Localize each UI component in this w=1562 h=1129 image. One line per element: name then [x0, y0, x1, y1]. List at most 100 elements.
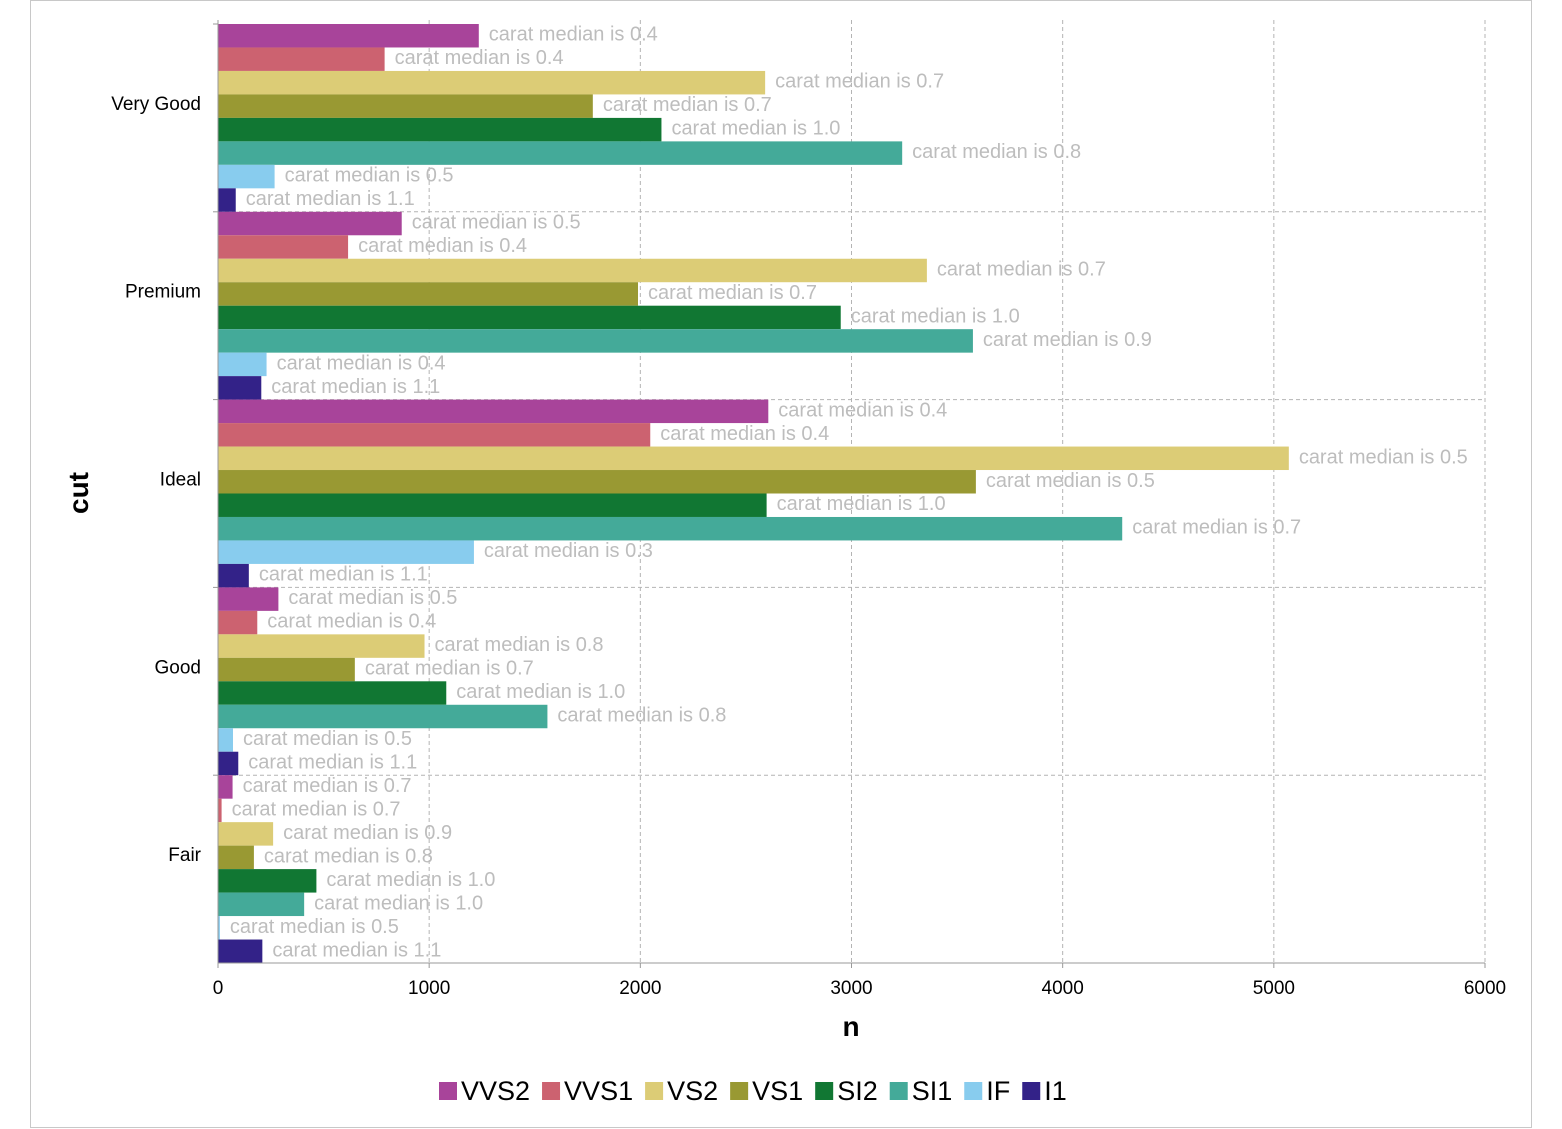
- bar-VVS1-Very-Good: [218, 47, 385, 71]
- bar-VS1-Very-Good: [218, 94, 593, 118]
- bar-VS1-Fair: [218, 845, 254, 870]
- bar-label: carat median is 0.5: [986, 470, 1155, 492]
- bar-VVS2-Good: [218, 587, 279, 611]
- bar-label: carat median is 0.5: [1299, 446, 1468, 468]
- bars: [218, 24, 1289, 963]
- legend-label-I1: I1: [1044, 1076, 1067, 1106]
- bar-VS2-Premium: [218, 258, 927, 283]
- bar-IF-Premium: [218, 352, 267, 377]
- bar-label: carat median is 0.4: [395, 47, 564, 69]
- bar-IF-Very-Good: [218, 164, 275, 189]
- x-axis-title: n: [842, 1011, 859, 1042]
- bar-label: carat median is 1.0: [851, 305, 1020, 327]
- bar-label: carat median is 0.8: [264, 845, 433, 867]
- x-tick-label: 0: [213, 978, 224, 999]
- bar-SI1-Fair: [218, 892, 305, 917]
- bar-label: carat median is 1.0: [456, 681, 625, 703]
- bar-label: carat median is 0.7: [937, 258, 1106, 280]
- bar-label: carat median is 1.1: [272, 939, 441, 961]
- bar-VS2-Good: [218, 634, 425, 658]
- legend-swatch-VVS1: [542, 1082, 561, 1100]
- bar-label: carat median is 0.7: [775, 71, 944, 93]
- bar-label: carat median is 1.0: [671, 118, 840, 140]
- bar-label: carat median is 0.4: [489, 24, 658, 46]
- bar-label: carat median is 0.5: [288, 587, 457, 609]
- legend-label-SI2: SI2: [837, 1076, 878, 1106]
- bar-I1-Premium: [218, 376, 262, 400]
- bar-label: carat median is 0.7: [232, 798, 401, 820]
- bar-VVS1-Ideal: [218, 423, 651, 447]
- bar-label: carat median is 0.5: [230, 916, 399, 938]
- bar-label: carat median is 0.9: [983, 329, 1152, 351]
- bar-VS2-Ideal: [218, 446, 1289, 471]
- legend-swatch-VS2: [645, 1082, 664, 1100]
- bar-label: carat median is 0.4: [267, 611, 436, 633]
- x-tick-label: 2000: [619, 978, 661, 999]
- bar-label: carat median is 0.7: [1132, 517, 1301, 539]
- legend-label-VVS2: VVS2: [461, 1076, 530, 1106]
- legend-label-IF: IF: [986, 1076, 1010, 1106]
- legend: VVS2 VVS1 VS2 VS1 SI2 SI1 IF I1: [439, 1076, 1067, 1106]
- bar-label: carat median is 0.8: [557, 705, 726, 727]
- bar-VVS2-Very-Good: [218, 24, 479, 48]
- bar-I1-Ideal: [218, 563, 249, 588]
- bar-VVS1-Good: [218, 610, 258, 635]
- bar-label: carat median is 0.5: [243, 728, 412, 750]
- legend-swatch-I1: [1022, 1082, 1041, 1100]
- bar-label: carat median is 1.1: [259, 564, 428, 586]
- bar-label: carat median is 1.1: [271, 376, 440, 398]
- bar-label: carat median is 0.4: [358, 235, 527, 257]
- legend-swatch-SI1: [889, 1082, 908, 1100]
- bar-label: carat median is 0.5: [412, 212, 581, 234]
- chart-frame: [30, 0, 1532, 1128]
- legend-swatch-VS1: [730, 1082, 749, 1100]
- legend-swatch-VVS2: [439, 1082, 457, 1100]
- bar-label: carat median is 0.7: [365, 658, 534, 680]
- bar-SI1-Very-Good: [218, 141, 903, 165]
- bar-label: carat median is 0.5: [285, 165, 454, 187]
- legend-swatch-IF: [964, 1082, 983, 1100]
- bar-label: carat median is 0.8: [912, 141, 1081, 163]
- bar-VVS2-Premium: [218, 211, 402, 236]
- y-tick-label: Very Good: [111, 94, 201, 115]
- bar-label: carat median is 0.4: [778, 399, 947, 421]
- bar-VS1-Good: [218, 657, 355, 682]
- bar-I1-Good: [218, 751, 239, 776]
- bar-label: carat median is 0.3: [484, 540, 653, 562]
- y-tick-label: Fair: [168, 845, 201, 866]
- y-tick-label: Ideal: [160, 470, 201, 491]
- bar-label: carat median is 1.1: [246, 188, 415, 210]
- legend-label-SI1: SI1: [912, 1076, 953, 1106]
- bar-label: carat median is 0.7: [603, 94, 772, 116]
- legend-label-VVS1: VVS1: [564, 1076, 633, 1106]
- x-tick-label: 6000: [1464, 978, 1506, 999]
- bar-SI2-Very-Good: [218, 117, 662, 142]
- bar-VS2-Very-Good: [218, 70, 766, 95]
- y-axis-title: cut: [63, 472, 94, 514]
- bar-VVS2-Ideal: [218, 399, 769, 424]
- bar-IF-Fair: [218, 916, 220, 940]
- bar-IF-Ideal: [218, 540, 474, 564]
- bar-VVS2-Fair: [218, 775, 233, 799]
- bar-label: carat median is 1.0: [326, 869, 495, 891]
- x-tick-label: 4000: [1042, 978, 1084, 999]
- bar-label: carat median is 0.4: [660, 423, 829, 445]
- bar-label: carat median is 0.4: [277, 352, 446, 374]
- axes: Very Good Premium Ideal Good Fair 0 1000 2000 30…: [111, 20, 1506, 999]
- bar-VS1-Ideal: [218, 470, 976, 494]
- bar-VVS1-Fair: [218, 798, 222, 823]
- bar-label: carat median is 1.0: [777, 493, 946, 515]
- bar-label: carat median is 1.0: [314, 892, 483, 914]
- y-tick-label: Good: [155, 657, 201, 678]
- bar-SI1-Premium: [218, 329, 973, 353]
- bar-label: carat median is 0.9: [283, 822, 452, 844]
- bar-IF-Good: [218, 728, 233, 752]
- bar-label: carat median is 0.8: [435, 634, 604, 656]
- x-tick-label: 3000: [830, 978, 872, 999]
- legend-swatch-SI2: [815, 1082, 834, 1100]
- bar-SI2-Fair: [218, 869, 317, 893]
- bar-SI2-Ideal: [218, 493, 767, 517]
- bar-SI1-Good: [218, 704, 548, 729]
